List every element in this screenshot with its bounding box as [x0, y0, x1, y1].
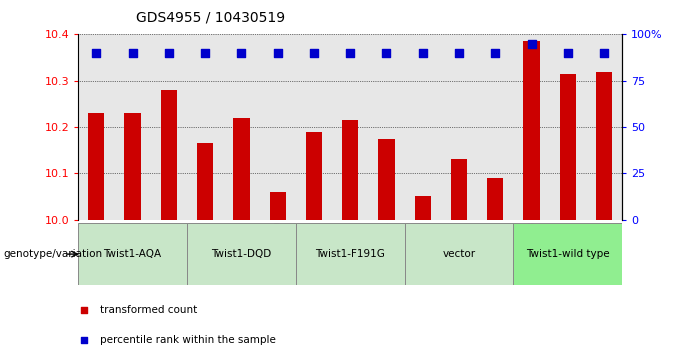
Bar [78, 34, 114, 220]
Bar [306, 132, 322, 220]
Point [309, 50, 320, 56]
Point [163, 50, 174, 56]
Point [236, 50, 247, 56]
Point [381, 50, 392, 56]
Bar [415, 196, 431, 220]
Point [200, 50, 211, 56]
Bar [405, 223, 513, 285]
Text: Twist1-AQA: Twist1-AQA [103, 249, 162, 259]
Bar [342, 120, 358, 220]
Point [418, 50, 428, 56]
Point [454, 50, 464, 56]
Point [345, 50, 356, 56]
Bar [524, 41, 540, 220]
Text: genotype/variation: genotype/variation [3, 249, 103, 259]
Bar [151, 34, 187, 220]
Text: transformed count: transformed count [100, 305, 197, 315]
Bar [596, 72, 612, 220]
Bar [405, 34, 441, 220]
Bar [223, 34, 260, 220]
Bar [269, 192, 286, 220]
Bar [88, 113, 105, 220]
Bar [160, 90, 177, 220]
Text: vector: vector [443, 249, 475, 259]
Point [78, 307, 89, 313]
Bar [513, 34, 549, 220]
Bar [124, 113, 141, 220]
Bar [549, 34, 586, 220]
Bar [197, 143, 214, 220]
Point [91, 50, 102, 56]
Bar [487, 178, 503, 220]
Bar [114, 34, 151, 220]
Text: percentile rank within the sample: percentile rank within the sample [100, 335, 276, 345]
Bar [369, 34, 405, 220]
Bar [560, 74, 576, 220]
Bar [441, 34, 477, 220]
Bar [296, 223, 405, 285]
Bar [260, 34, 296, 220]
Point [526, 41, 537, 47]
Bar [187, 34, 223, 220]
Bar [233, 118, 250, 220]
Bar [586, 34, 622, 220]
Bar [513, 223, 622, 285]
Bar [296, 34, 332, 220]
Bar [477, 34, 513, 220]
Text: Twist1-DQD: Twist1-DQD [211, 249, 271, 259]
Bar [451, 159, 467, 220]
Text: Twist1-wild type: Twist1-wild type [526, 249, 609, 259]
Text: Twist1-F191G: Twist1-F191G [316, 249, 385, 259]
Text: GDS4955 / 10430519: GDS4955 / 10430519 [136, 11, 285, 25]
Point [562, 50, 573, 56]
Bar [378, 139, 394, 220]
Point [127, 50, 138, 56]
Bar [332, 34, 369, 220]
Point [598, 50, 609, 56]
Bar [187, 223, 296, 285]
Point [272, 50, 283, 56]
Point [78, 337, 89, 343]
Bar [78, 223, 187, 285]
Point [490, 50, 500, 56]
